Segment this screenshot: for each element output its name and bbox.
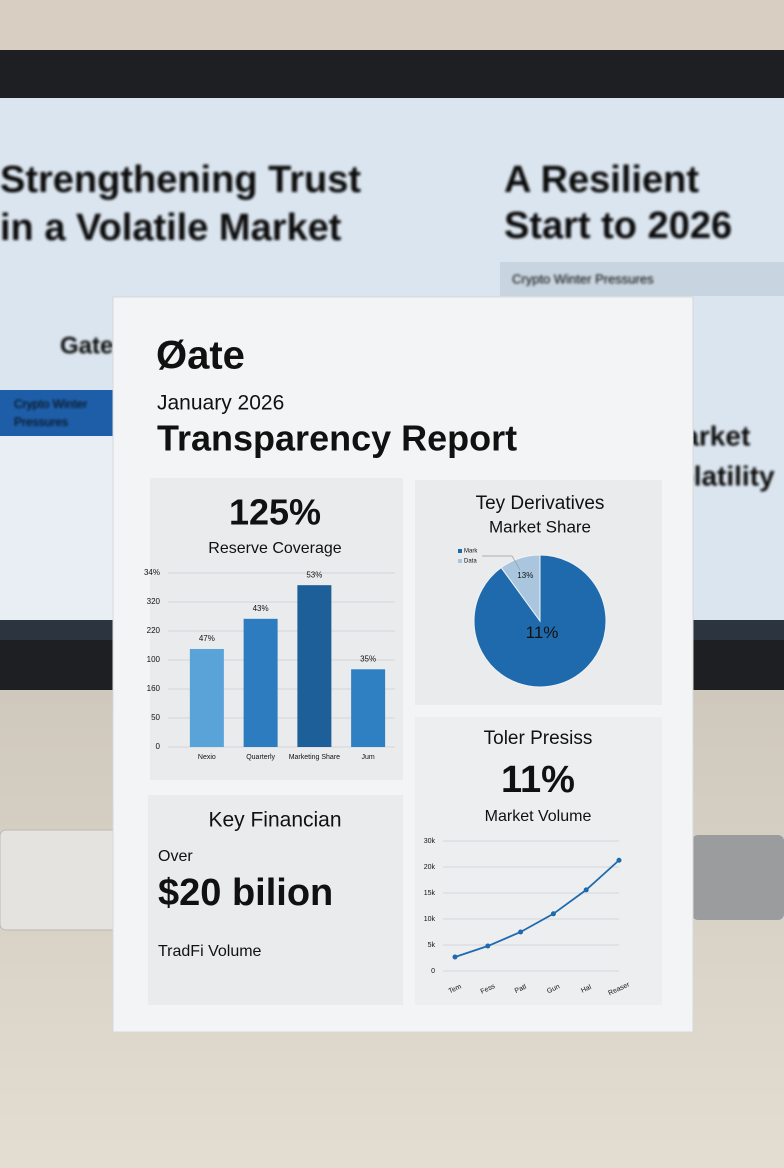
x-tick-label: Quarterly <box>246 754 275 761</box>
line-point <box>583 887 589 893</box>
bar-annotation: 53% <box>306 570 322 579</box>
x-tick-label: Hal <box>580 984 593 995</box>
report-date: January 2026 <box>157 392 284 415</box>
panel-headline: 125% <box>229 492 321 533</box>
bar <box>351 669 386 747</box>
screen-headline: Strengthening Trust <box>0 159 361 201</box>
slice-label: 13% <box>517 571 533 580</box>
y-tick-label: 20k <box>424 864 436 871</box>
line-point <box>452 954 458 960</box>
y-tick-label: 15k <box>424 890 436 897</box>
x-tick-label: Patl <box>514 983 528 995</box>
report-title: Transparency Report <box>157 418 517 459</box>
bar <box>297 585 332 747</box>
legend-swatch <box>458 559 462 563</box>
y-tick-label: 100 <box>147 655 161 664</box>
panel-subtitle: TradFi Volume <box>158 943 262 960</box>
x-tick-label: Jum <box>362 754 375 761</box>
y-tick-label: 34% <box>144 568 160 577</box>
panel-subtitle: Market Volume <box>485 808 592 825</box>
legend-label: Mark <box>464 549 478 555</box>
panel-headline: 11% <box>501 759 575 801</box>
sidebar-highlight <box>0 390 118 436</box>
y-tick-label: 30k <box>424 838 436 845</box>
slice-label: 11% <box>526 623 559 642</box>
panel-title: Market Share <box>489 517 591 536</box>
y-tick-label: 220 <box>147 626 161 635</box>
sidebar-heading: Pressures <box>14 415 68 429</box>
keyboard <box>0 829 119 931</box>
x-tick-label: Marketing Share <box>289 754 340 761</box>
y-tick-label: 160 <box>147 684 161 693</box>
report-logo: Øate <box>156 334 245 378</box>
y-tick-label: 320 <box>147 597 161 606</box>
line-point <box>518 929 524 935</box>
y-tick-label: 10k <box>424 916 436 923</box>
panel-headline: $20 bilion <box>158 872 333 914</box>
report: Øate January 2026 Transparency Report 125% R… <box>144 334 631 998</box>
panel-subtitle: Reserve Coverage <box>208 540 342 557</box>
line-series <box>454 859 620 958</box>
panel-title: Toler Presiss <box>484 728 593 749</box>
legend-label: Data <box>464 559 477 565</box>
screen-headline: A Resilient <box>504 159 699 201</box>
screen-logo: Gate <box>60 332 113 359</box>
screen-banner <box>500 262 784 296</box>
panel-title: Key Financian <box>208 809 341 832</box>
bar <box>189 648 224 747</box>
bar <box>243 618 278 747</box>
screen-headline: in a Volatile Market <box>0 207 342 249</box>
screen-headline: Start to 2026 <box>504 205 732 247</box>
y-tick-label: 5k <box>428 942 436 949</box>
bar-annotation: 43% <box>253 604 269 613</box>
legend-swatch <box>458 549 462 553</box>
line-point <box>485 943 491 949</box>
bar-annotation: 47% <box>199 634 215 643</box>
line-point <box>616 857 622 863</box>
panel-prefix: Over <box>158 848 193 865</box>
x-tick-label: Gun <box>546 983 561 995</box>
y-tick-label: 50 <box>151 713 160 722</box>
screen-banner-text: Crypto Winter Pressures <box>512 271 654 286</box>
sidebar-heading: Crypto Winter <box>14 397 87 411</box>
panel-bg <box>148 795 403 1005</box>
panel-title: Tey Derivatives <box>476 493 605 514</box>
pie-slice <box>500 554 541 623</box>
line-point <box>550 911 556 917</box>
y-tick-label: 0 <box>431 968 435 975</box>
x-tick-label: Nexio <box>198 754 216 761</box>
leader-line <box>482 555 521 571</box>
bar-annotation: 35% <box>360 654 376 663</box>
y-tick-label: 0 <box>156 742 161 751</box>
trackpad <box>692 835 784 920</box>
monitor-content: Strengthening Trust in a Volatile Market A… <box>0 159 775 491</box>
